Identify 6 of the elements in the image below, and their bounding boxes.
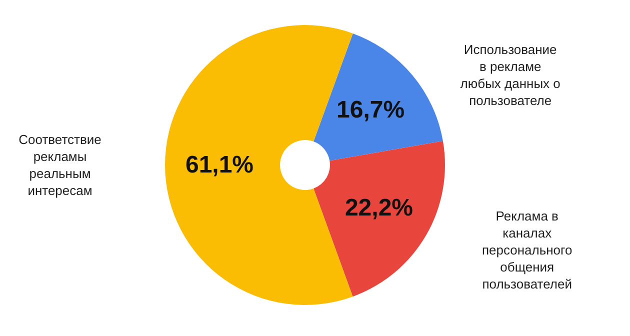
slice-label: Реклама в каналах персонального общения пользователей: [482, 208, 572, 292]
slice-label: Соответствие рекламы реальным интересам: [18, 132, 102, 198]
data-label: 61,1%: [185, 151, 254, 178]
data-label: 16,7%: [336, 96, 405, 124]
data-label: 22,2%: [344, 194, 414, 222]
slice-label: Использование в рекламе любых данных о пользователе: [460, 42, 560, 108]
